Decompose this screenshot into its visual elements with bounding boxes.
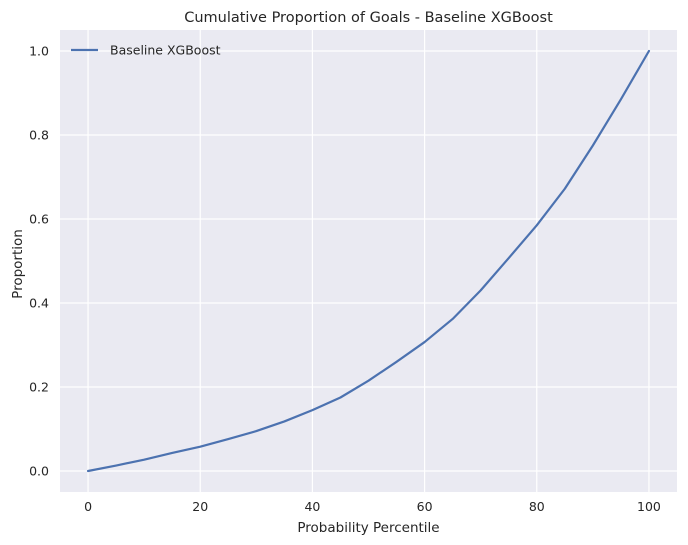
y-tick-label: 0.2 — [29, 380, 49, 395]
x-tick-label: 60 — [417, 499, 433, 514]
y-tick-label: 0.0 — [29, 464, 49, 479]
x-tick-label: 80 — [529, 499, 545, 514]
y-axis-label: Proportion — [10, 229, 26, 299]
x-tick-label: 0 — [84, 499, 92, 514]
x-tick-label: 100 — [637, 499, 661, 514]
legend-label: Baseline XGBoost — [110, 43, 221, 58]
y-tick-label: 0.4 — [29, 296, 49, 311]
x-axis-label: Probability Percentile — [297, 520, 439, 536]
series-line — [86, 49, 651, 473]
y-tick-label: 0.6 — [29, 212, 49, 227]
plot-area — [60, 30, 677, 492]
y-tick-label: 0.8 — [29, 128, 49, 143]
x-tick-label: 20 — [192, 499, 208, 514]
chart-title: Cumulative Proportion of Goals - Baselin… — [184, 10, 553, 26]
y-tick-label: 1.0 — [29, 44, 49, 59]
legend: Baseline XGBoost — [71, 43, 221, 58]
x-tick-label: 40 — [304, 499, 320, 514]
